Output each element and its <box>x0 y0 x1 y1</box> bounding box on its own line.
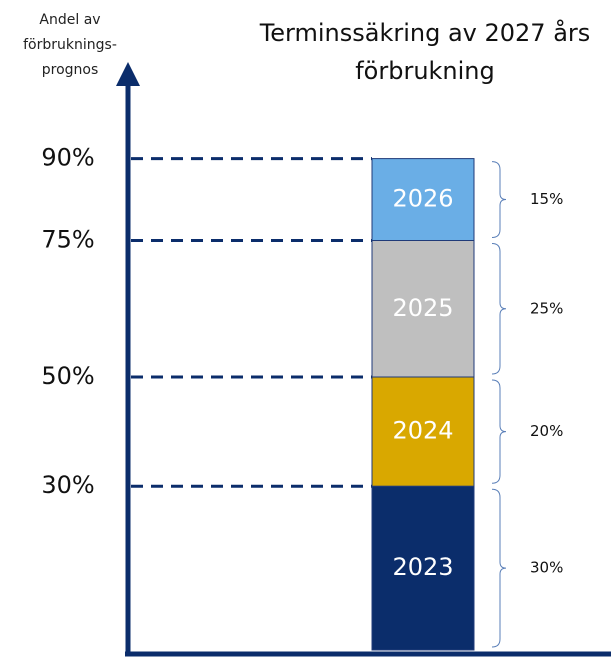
chart-title: Terminssäkring av 2027 års <box>259 18 591 47</box>
bar-segment <box>371 376 475 487</box>
bar-segment <box>371 158 475 242</box>
bracket <box>491 161 507 238</box>
value-label: 15% <box>530 190 563 208</box>
y-tick-label: 50% <box>41 362 94 390</box>
axis-arrow <box>116 62 140 86</box>
segment-label: 2023 <box>392 553 453 581</box>
bracket <box>491 379 507 484</box>
value-label: 25% <box>530 299 563 317</box>
value-label: 20% <box>530 422 563 440</box>
chart-title: förbrukning <box>355 57 495 85</box>
bar-segment <box>371 485 475 651</box>
y-tick-label: 90% <box>41 144 94 172</box>
segment-label: 2026 <box>392 185 453 213</box>
y-axis-label: Andel av <box>39 12 100 28</box>
y-axis-label: prognos <box>42 62 99 78</box>
bracket <box>491 243 507 375</box>
bracket <box>491 488 507 648</box>
y-axis-label: förbruknings- <box>23 37 117 53</box>
bar-segment <box>371 240 475 378</box>
segment-label: 2025 <box>392 294 453 322</box>
value-label: 30% <box>530 559 563 577</box>
y-tick-label: 75% <box>41 226 94 254</box>
segment-label: 2024 <box>392 417 453 445</box>
y-tick-label: 30% <box>41 471 94 499</box>
